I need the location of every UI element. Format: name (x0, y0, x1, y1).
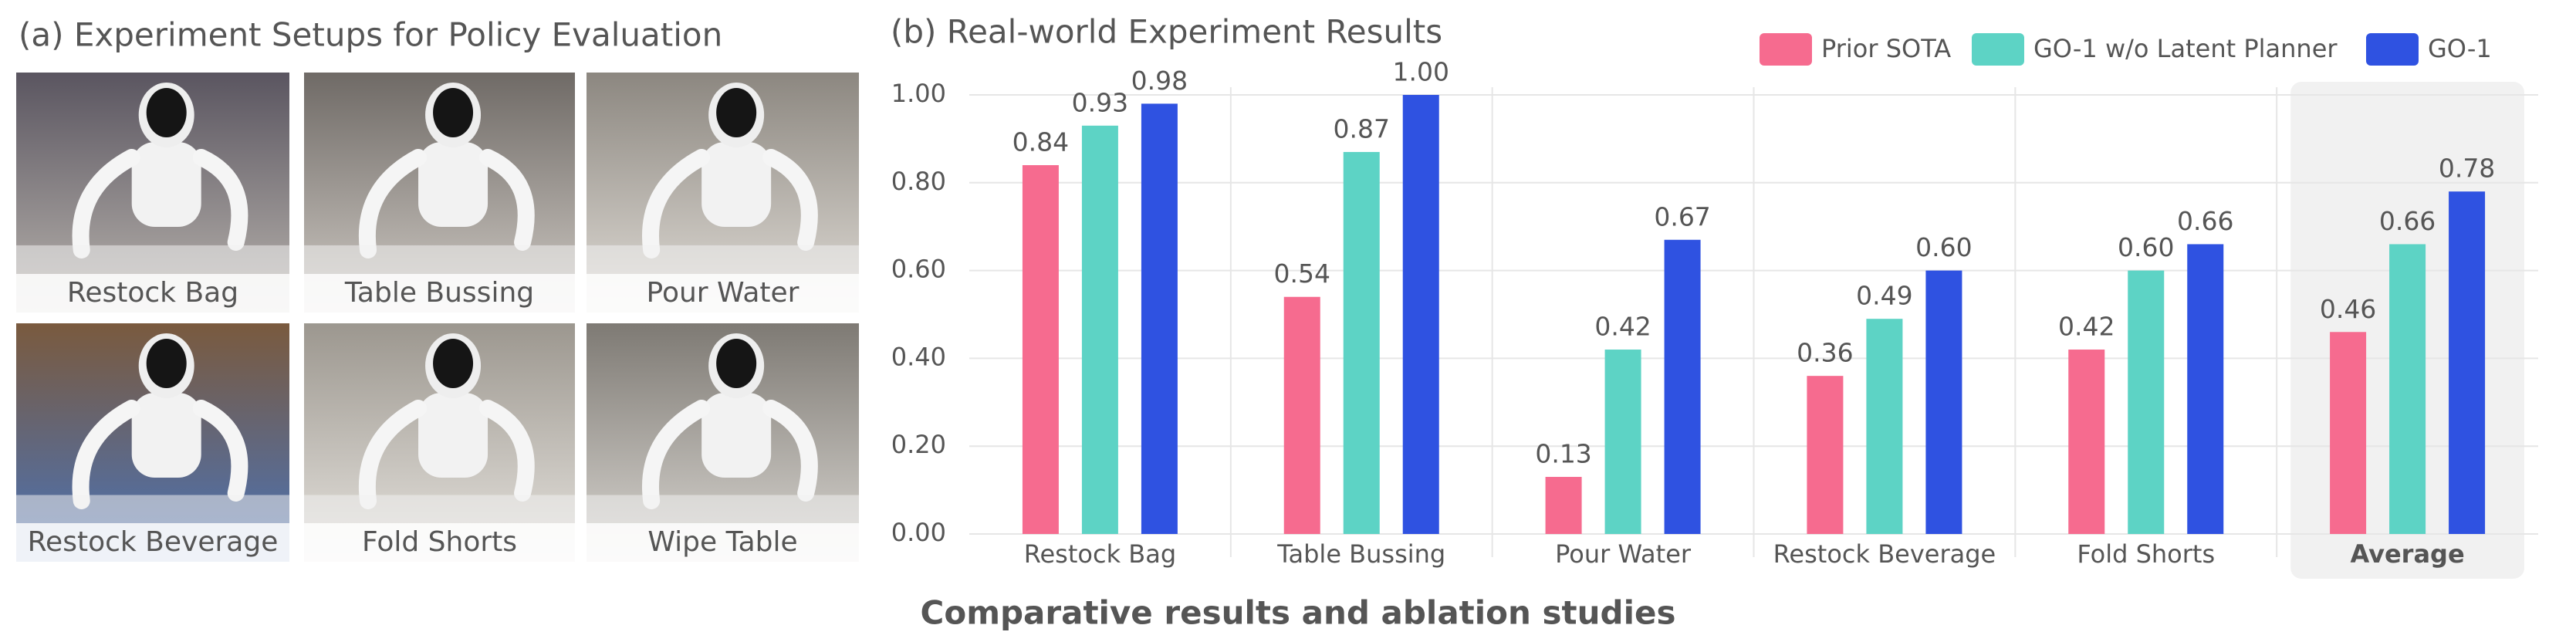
robot-arms (72, 400, 248, 509)
robot-body (418, 393, 488, 478)
bar (2128, 270, 2165, 534)
robot-arms (358, 400, 535, 509)
bar (1283, 296, 1320, 534)
bar (2449, 191, 2486, 534)
legend-label: GO-1 w/o Latent Planner (2033, 34, 2338, 63)
robot-visor (433, 88, 474, 137)
robot-visor (716, 339, 757, 388)
value-label: 0.87 (1334, 113, 1390, 144)
x-axis-title: Comparative results and ablation studies (921, 594, 1676, 632)
robot-visor (716, 88, 757, 137)
value-label: 0.60 (2118, 232, 2174, 262)
robot-body (701, 393, 772, 478)
x-tick-label: Average (2350, 539, 2464, 569)
photo: Wipe Table (587, 323, 859, 562)
legend-swatch (1972, 33, 2024, 66)
value-label: 0.66 (2177, 206, 2233, 236)
value-label: 0.60 (1915, 232, 1972, 262)
robot-body (131, 393, 201, 478)
robot-arms (72, 149, 248, 258)
value-label: 0.46 (2320, 294, 2376, 324)
y-tick-label: 0.60 (891, 255, 946, 284)
legend-label: Prior SOTA (1821, 34, 1951, 63)
caption-box (304, 274, 575, 313)
bar (1807, 376, 1844, 534)
robot-body (418, 142, 488, 227)
photo-caption: Pour Water (647, 277, 800, 309)
photo: Pour Water (587, 73, 859, 313)
caption-box (587, 274, 859, 313)
bar (1925, 270, 1962, 534)
x-tick-label: Table Bussing (1276, 539, 1445, 569)
photo-caption: Restock Bag (67, 277, 238, 309)
y-tick-label: 0.40 (891, 342, 946, 371)
bar (1664, 239, 1701, 534)
photo: Table Bussing (304, 73, 575, 313)
bar (1402, 95, 1439, 534)
x-tick-label: Fold Shorts (2077, 539, 2215, 569)
photo: Fold Shorts (304, 323, 575, 562)
caption-box (304, 523, 575, 562)
bar (1545, 477, 1582, 534)
y-tick-label: 0.80 (891, 167, 946, 196)
value-label: 0.84 (1012, 127, 1069, 157)
photo: Restock Beverage (16, 323, 289, 562)
bar (2187, 244, 2224, 534)
legend-label: GO-1 (2428, 34, 2492, 63)
value-label: 0.36 (1797, 338, 1853, 368)
caption-box (16, 523, 289, 562)
robot-visor (433, 339, 474, 388)
value-label: 0.42 (1594, 312, 1651, 342)
robot-body (131, 142, 201, 227)
photo-caption: Restock Beverage (28, 526, 279, 558)
value-label: 0.78 (2439, 154, 2495, 184)
x-tick-label: Pour Water (1555, 539, 1692, 569)
y-tick-label: 0.20 (891, 430, 946, 459)
value-label: 0.42 (2058, 312, 2115, 342)
value-label: 0.13 (1535, 439, 1591, 469)
legend-swatch (2366, 33, 2419, 66)
robot-arms (642, 400, 818, 509)
caption-box (16, 274, 289, 313)
bar (1081, 125, 1118, 534)
photo: Restock Bag (16, 73, 289, 313)
robot-visor (146, 88, 187, 137)
value-label: 0.66 (2379, 206, 2436, 236)
value-label: 1.00 (1393, 57, 1449, 87)
bar (2389, 244, 2426, 534)
value-label: 0.54 (1274, 258, 1330, 289)
legend-swatch (1760, 33, 1812, 66)
chart-title: (b) Real-world Experiment Results (891, 13, 1442, 51)
bar (1141, 103, 1178, 534)
bar (1022, 165, 1059, 535)
value-label: 0.93 (1072, 87, 1128, 117)
panel-a-title: (a) Experiment Setups for Policy Evaluat… (19, 16, 722, 54)
bar (1866, 319, 1903, 534)
value-label: 0.98 (1131, 66, 1188, 96)
photo-caption: Fold Shorts (362, 526, 517, 558)
photo-caption: Table Bussing (344, 277, 534, 309)
y-tick-label: 0.00 (891, 518, 946, 547)
photo-caption: Wipe Table (647, 526, 797, 558)
robot-arms (642, 149, 818, 258)
robot-arms (358, 149, 535, 258)
value-label: 0.49 (1856, 281, 1912, 311)
x-tick-label: Restock Bag (1024, 539, 1176, 569)
bar (2330, 332, 2367, 534)
bar (1604, 350, 1641, 534)
x-tick-label: Restock Beverage (1773, 539, 1996, 569)
robot-visor (146, 339, 187, 388)
bar (2068, 350, 2105, 534)
y-tick-label: 1.00 (891, 79, 946, 108)
bar (1343, 151, 1380, 534)
robot-body (701, 142, 772, 227)
value-label: 0.67 (1654, 201, 1710, 231)
caption-box (587, 523, 859, 562)
